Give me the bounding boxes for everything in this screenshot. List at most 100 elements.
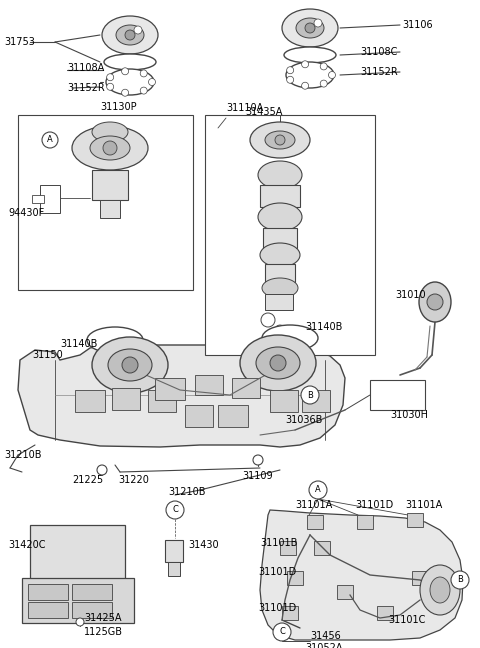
Ellipse shape [284, 47, 336, 63]
Ellipse shape [240, 335, 316, 391]
Text: C: C [172, 505, 178, 515]
Circle shape [125, 30, 135, 40]
Bar [165, 540, 183, 562]
Circle shape [121, 68, 129, 75]
Ellipse shape [262, 278, 298, 298]
Ellipse shape [72, 126, 148, 170]
Circle shape [253, 455, 263, 465]
Bar [205, 115, 375, 355]
Ellipse shape [430, 577, 450, 603]
Text: 31130P: 31130P [100, 102, 137, 112]
Bar [412, 571, 428, 585]
Ellipse shape [106, 69, 154, 95]
Circle shape [314, 19, 322, 27]
Ellipse shape [256, 347, 300, 379]
Circle shape [305, 23, 315, 33]
Bar [28, 584, 68, 600]
Circle shape [287, 76, 294, 84]
Bar [185, 405, 213, 427]
Bar [18, 115, 193, 290]
Circle shape [76, 618, 84, 626]
Bar [263, 228, 297, 248]
Ellipse shape [258, 203, 302, 231]
Bar [22, 578, 134, 623]
Bar [72, 584, 112, 600]
Circle shape [121, 89, 129, 96]
Ellipse shape [104, 54, 156, 70]
Circle shape [275, 135, 285, 145]
Bar [32, 195, 44, 203]
Ellipse shape [250, 122, 310, 158]
Bar [377, 606, 393, 620]
Ellipse shape [90, 136, 130, 160]
Bar [265, 294, 293, 310]
Bar [282, 606, 298, 620]
Bar [232, 378, 260, 398]
Circle shape [261, 313, 275, 327]
Bar [195, 375, 223, 395]
Text: 31140B: 31140B [305, 322, 342, 332]
Text: 31109: 31109 [242, 471, 273, 481]
Text: 31420C: 31420C [8, 540, 46, 550]
Text: 31150: 31150 [32, 350, 63, 360]
Bar [75, 390, 105, 412]
Text: 31101C: 31101C [388, 615, 425, 625]
Circle shape [320, 80, 327, 87]
Text: 31110A: 31110A [226, 103, 263, 113]
Text: 31052A: 31052A [305, 643, 343, 648]
Text: 31435A: 31435A [245, 107, 282, 117]
Polygon shape [260, 510, 463, 640]
Circle shape [107, 84, 114, 90]
Ellipse shape [260, 243, 300, 267]
Bar [314, 541, 330, 555]
Text: 31101D: 31101D [258, 567, 296, 577]
Text: 31152R: 31152R [360, 67, 398, 77]
Text: 31108C: 31108C [360, 47, 397, 57]
Ellipse shape [108, 349, 152, 381]
Bar [72, 602, 112, 618]
Circle shape [328, 71, 336, 78]
Text: 31210B: 31210B [4, 450, 41, 460]
Circle shape [320, 63, 327, 70]
Text: 31152R: 31152R [67, 83, 105, 93]
Circle shape [309, 481, 327, 499]
Text: 31210B: 31210B [168, 487, 205, 497]
Ellipse shape [87, 327, 143, 353]
Bar [280, 541, 296, 555]
Text: 21225: 21225 [72, 475, 103, 485]
Text: 94430F: 94430F [8, 208, 44, 218]
Circle shape [122, 357, 138, 373]
Circle shape [166, 501, 184, 519]
Ellipse shape [116, 25, 144, 45]
Bar [302, 390, 330, 412]
Bar [265, 264, 295, 282]
Text: 31220: 31220 [118, 475, 149, 485]
Circle shape [42, 132, 58, 148]
Ellipse shape [102, 16, 158, 54]
Bar [218, 405, 248, 427]
Text: 31101A: 31101A [405, 500, 442, 510]
Text: A: A [315, 485, 321, 494]
Bar [168, 562, 180, 576]
Text: 31101B: 31101B [260, 538, 298, 548]
Ellipse shape [92, 122, 128, 142]
Bar [307, 515, 323, 529]
Text: 31010: 31010 [395, 290, 426, 300]
Ellipse shape [262, 325, 318, 351]
Text: 31036B: 31036B [285, 415, 323, 425]
Circle shape [301, 82, 309, 89]
Circle shape [107, 74, 114, 81]
Ellipse shape [296, 18, 324, 38]
Text: 31753: 31753 [4, 37, 35, 47]
Circle shape [451, 571, 469, 589]
Bar [112, 388, 140, 410]
Text: C: C [279, 627, 285, 636]
Circle shape [140, 87, 147, 94]
Circle shape [97, 465, 107, 475]
Circle shape [148, 78, 156, 86]
Ellipse shape [258, 161, 302, 189]
Circle shape [427, 294, 443, 310]
Text: 31140B: 31140B [60, 339, 97, 349]
Ellipse shape [282, 9, 338, 47]
Bar [100, 200, 120, 218]
